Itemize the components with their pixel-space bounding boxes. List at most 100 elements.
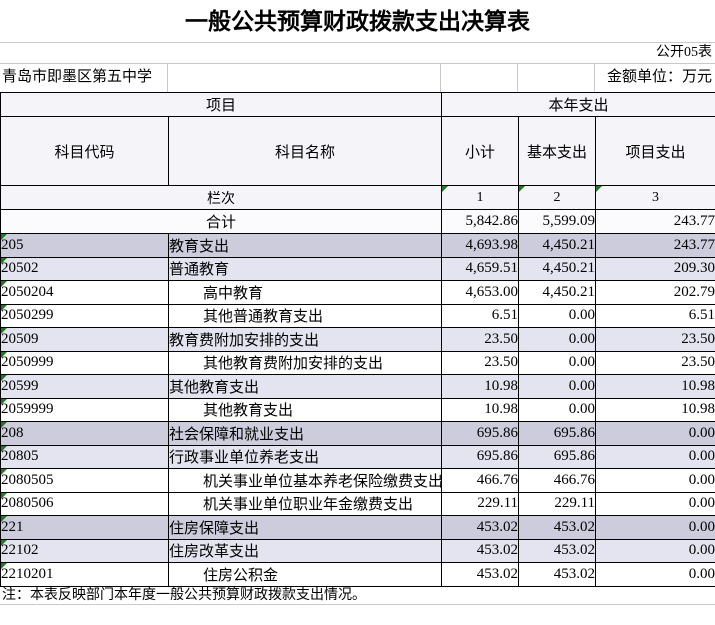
- cell-code: 2059999: [0, 397, 169, 422]
- table-row: 20805 行政事业单位养老支出 695.86 695.86 0.00: [0, 444, 715, 469]
- header-item-group: 项目: [0, 92, 443, 117]
- column-number-1: 1: [441, 185, 520, 210]
- cell-project: 0.00: [595, 444, 715, 469]
- cell-basic: 453.02: [518, 562, 597, 587]
- cell-project: 209.30: [595, 256, 715, 281]
- total-label: 合计: [0, 209, 443, 234]
- table-row: 20509 教育费附加安排的支出 23.50 0.00 23.50: [0, 327, 715, 352]
- cell-code: 22102: [0, 538, 169, 563]
- cell-code: 221: [0, 515, 169, 540]
- table-row: 2080506 机关事业单位职业年金缴费支出 229.11 229.11 0.0…: [0, 491, 715, 516]
- cell-basic: 0.00: [518, 303, 597, 328]
- cell-subtotal: 6.51: [441, 303, 520, 328]
- table-row: 2080505 机关事业单位基本养老保险缴费支出 466.76 466.76 0…: [0, 468, 715, 493]
- cell-basic: 466.76: [518, 468, 597, 493]
- cell-project: 202.79: [595, 280, 715, 305]
- cell-basic: 0.00: [518, 374, 597, 399]
- table-row: 221 住房保障支出 453.02 453.02 0.00: [0, 515, 715, 540]
- cell-subtotal: 4,659.51: [441, 256, 520, 281]
- cell-basic: 0.00: [518, 397, 597, 422]
- cell-code: 2050299: [0, 303, 169, 328]
- total-project: 243.77: [595, 209, 715, 234]
- cell-basic: 695.86: [518, 421, 597, 446]
- footnote: 注：本表反映部门本年度一般公共预算财政拨款支出情况。: [0, 587, 715, 605]
- cell-name: 高中教育: [167, 280, 443, 305]
- header-project: 项目支出: [595, 116, 715, 186]
- table-row: 2059999 其他教育支出 10.98 0.00 10.98: [0, 397, 715, 422]
- table-row: 2210201 住房公积金 453.02 453.02 0.00: [0, 562, 715, 587]
- cell-code: 2210201: [0, 562, 169, 587]
- table-row: 20502 普通教育 4,659.51 4,450.21 209.30: [0, 256, 715, 281]
- cell-name: 其他教育支出: [167, 374, 443, 399]
- total-row: 合计 5,842.86 5,599.09 243.77: [0, 209, 715, 234]
- cell-project: 6.51: [595, 303, 715, 328]
- cell-code: 20805: [0, 444, 169, 469]
- table-row: 2050999 其他教育费附加安排的支出 23.50 0.00 23.50: [0, 350, 715, 375]
- table-code-row: 公开05表: [0, 43, 715, 64]
- unit-info-row: 青岛市即墨区第五中学 金额单位：万元: [0, 64, 715, 92]
- cell-code: 2050204: [0, 280, 169, 305]
- header-columns-row: 科目代码 科目名称 小计 基本支出 项目支出: [0, 116, 715, 186]
- cell-basic: 695.86: [518, 444, 597, 469]
- total-subtotal: 5,842.86: [441, 209, 520, 234]
- cell-subtotal: 453.02: [441, 538, 520, 563]
- cell-subtotal: 4,693.98: [441, 233, 520, 258]
- cell-basic: 4,450.21: [518, 280, 597, 305]
- table-row: 20599 其他教育支出 10.98 0.00 10.98: [0, 374, 715, 399]
- cell-name: 住房公积金: [167, 562, 443, 587]
- cell-subtotal: 23.50: [441, 327, 520, 352]
- cell-code: 208: [0, 421, 169, 446]
- cell-project: 0.00: [595, 491, 715, 516]
- cell-basic: 453.02: [518, 538, 597, 563]
- cell-basic: 453.02: [518, 515, 597, 540]
- lanci-label: 栏次: [0, 185, 443, 210]
- expenditure-table: 项目 本年支出 科目代码 科目名称 小计 基本支出 项目支出 栏次 1 2 3 …: [0, 92, 715, 587]
- cell-subtotal: 695.86: [441, 444, 520, 469]
- cell-name: 机关事业单位职业年金缴费支出: [167, 491, 443, 516]
- table-row: 2050204 高中教育 4,653.00 4,450.21 202.79: [0, 280, 715, 305]
- cell-name: 教育费附加安排的支出: [167, 327, 443, 352]
- header-code: 科目代码: [0, 116, 169, 186]
- header-group-row: 项目 本年支出: [0, 92, 715, 117]
- cell-subtotal: 453.02: [441, 562, 520, 587]
- cell-subtotal: 466.76: [441, 468, 520, 493]
- cell-project: 243.77: [595, 233, 715, 258]
- cell-code: 205: [0, 233, 169, 258]
- cell-name: 教育支出: [167, 233, 443, 258]
- cell-project: 10.98: [595, 374, 715, 399]
- table-row: 2050299 其他普通教育支出 6.51 0.00 6.51: [0, 303, 715, 328]
- cell-project: 0.00: [595, 562, 715, 587]
- cell-subtotal: 10.98: [441, 374, 520, 399]
- cell-project: 10.98: [595, 397, 715, 422]
- table-row: 22102 住房改革支出 453.02 453.02 0.00: [0, 538, 715, 563]
- column-number-row: 栏次 1 2 3: [0, 185, 715, 210]
- header-subtotal: 小计: [441, 116, 520, 186]
- cell-name: 住房保障支出: [167, 515, 443, 540]
- cell-name: 社会保障和就业支出: [167, 421, 443, 446]
- cell-project: 23.50: [595, 350, 715, 375]
- empty-cell: [518, 64, 595, 92]
- empty-cell: [441, 64, 518, 92]
- cell-basic: 0.00: [518, 350, 597, 375]
- cell-code: 2080506: [0, 491, 169, 516]
- cell-subtotal: 695.86: [441, 421, 520, 446]
- column-number-2: 2: [518, 185, 597, 210]
- cell-project: 0.00: [595, 421, 715, 446]
- cell-code: 2050999: [0, 350, 169, 375]
- cell-name: 机关事业单位基本养老保险缴费支出: [167, 468, 443, 493]
- cell-name: 行政事业单位养老支出: [167, 444, 443, 469]
- amount-unit-label: 金额单位：万元: [606, 69, 712, 85]
- cell-name: 其他教育费附加安排的支出: [167, 350, 443, 375]
- cell-project: 23.50: [595, 327, 715, 352]
- header-year-group: 本年支出: [441, 92, 715, 117]
- cell-name: 普通教育: [167, 256, 443, 281]
- cell-basic: 0.00: [518, 327, 597, 352]
- empty-cell: [168, 64, 441, 92]
- cell-project: 0.00: [595, 538, 715, 563]
- cell-subtotal: 10.98: [441, 397, 520, 422]
- table-code-label: 公开05表: [656, 45, 712, 60]
- column-number-3: 3: [595, 185, 715, 210]
- cell-code: 2080505: [0, 468, 169, 493]
- table-row: 205 教育支出 4,693.98 4,450.21 243.77: [0, 233, 715, 258]
